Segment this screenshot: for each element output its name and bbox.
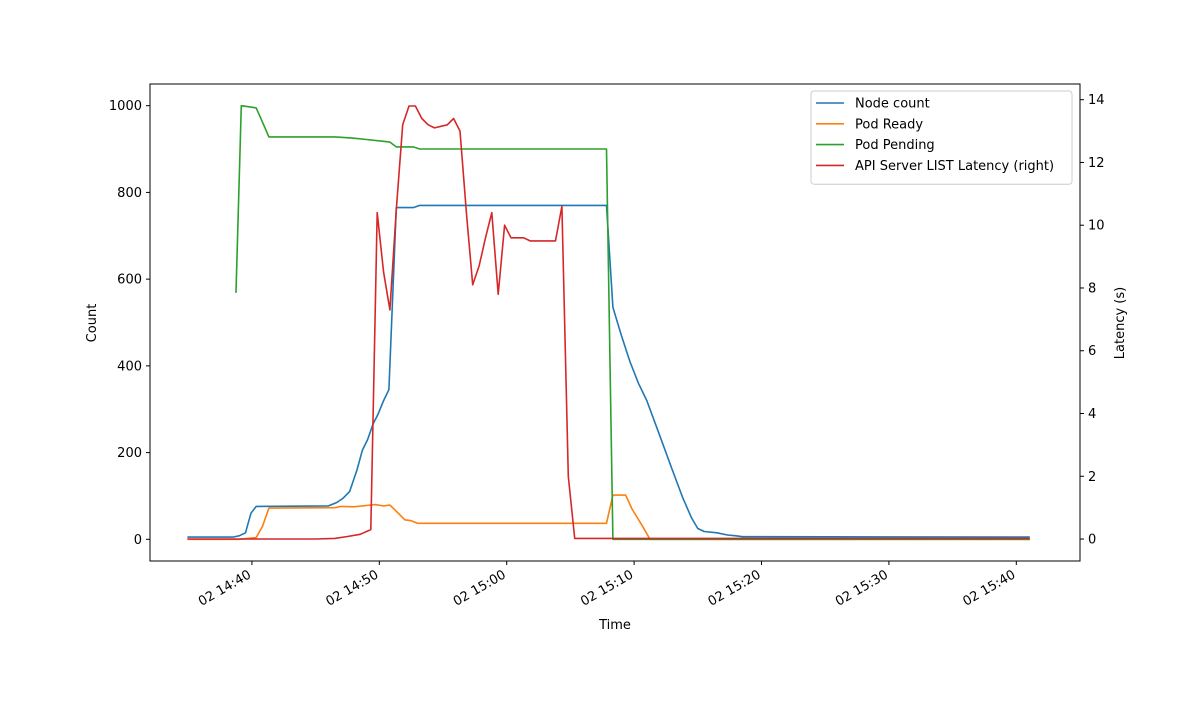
legend-label: Pod Ready (855, 117, 923, 132)
y2-tick-label: 2 (1088, 470, 1096, 485)
legend-label: Node count (855, 97, 930, 112)
y-axis-right: 0 2 4 6 8 10 12 14 (1080, 93, 1105, 548)
y-tick-label: 800 (117, 186, 142, 201)
y-tick-label: 200 (117, 446, 142, 461)
y-axis-left: 0 200 400 600 800 1000 (109, 99, 150, 548)
series-line-0 (187, 204, 1030, 538)
y-tick-label: 400 (117, 359, 142, 374)
y2-tick-label: 12 (1088, 156, 1105, 171)
plot-frame (149, 83, 1081, 562)
y2-tick-label: 8 (1088, 281, 1096, 296)
y-tick-label: 0 (134, 533, 142, 548)
legend-label: API Server LIST Latency (right) (855, 159, 1054, 174)
y-tick-label: 1000 (109, 99, 142, 114)
legend-label: Pod Pending (855, 138, 935, 153)
y2-tick-label: 14 (1088, 93, 1105, 108)
x-axis-label: Time (598, 618, 631, 633)
y2-tick-label: 6 (1088, 344, 1096, 359)
legend-box (810, 90, 1073, 185)
y2-tick-label: 0 (1088, 533, 1096, 548)
series-line-3 (187, 105, 1030, 540)
y-axis-label: Count (85, 304, 100, 343)
y2-axis-label: Latency (s) (1113, 287, 1128, 359)
series-line-2 (235, 104, 1030, 541)
y-tick-label: 600 (117, 273, 142, 288)
series-line-1 (187, 494, 1030, 541)
y2-tick-label: 4 (1088, 407, 1096, 422)
series-layer (187, 104, 1030, 541)
y2-tick-label: 10 (1088, 219, 1105, 234)
legend: Node count Pod Ready Pod Pending API Server… (810, 90, 1073, 185)
